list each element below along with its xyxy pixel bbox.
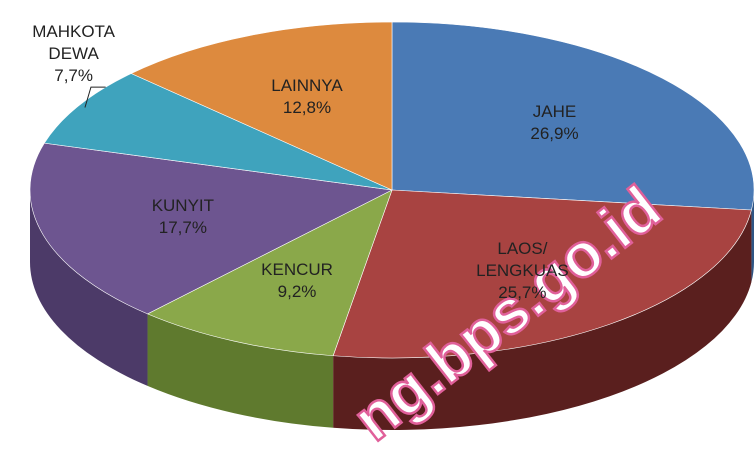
slice-label: KENCUR 9,2%	[245, 259, 349, 303]
slice-side	[147, 313, 334, 428]
value-label: 25,7%	[498, 282, 547, 302]
category-label: LAINNYA	[271, 76, 343, 96]
slice	[29, 142, 393, 315]
category-label: JAHE	[532, 102, 577, 122]
slice-label: KUNYIT 17,7%	[131, 195, 235, 239]
slice-side	[333, 210, 752, 431]
value-label: 26,9%	[530, 124, 579, 144]
category-label: KUNYIT	[151, 196, 215, 216]
category-label: KENCUR	[261, 259, 333, 279]
slice-side	[751, 190, 754, 283]
value-label: 9,2%	[277, 281, 317, 301]
value-label: 12,8%	[282, 98, 332, 118]
slice-label: MAHKOTA DEWA 7,7%	[22, 21, 126, 87]
slice	[130, 21, 393, 191]
slice	[43, 73, 393, 191]
slice-label: JAHE 26,9%	[502, 101, 606, 145]
slice	[332, 189, 752, 359]
slice	[146, 189, 393, 357]
leader-line	[84, 86, 106, 108]
slice-label: LAOS/ LENGKUAS 25,7%	[470, 238, 574, 304]
value-label: 7,7%	[54, 66, 93, 86]
category-label: MAHKOTA DEWA	[32, 22, 116, 64]
slice	[391, 21, 755, 211]
slice-label: LAINNYA 12,8%	[255, 75, 359, 119]
category-label: LAOS/ LENGKUAS	[476, 238, 569, 280]
value-label: 17,7%	[158, 218, 207, 238]
slice-side	[30, 190, 148, 386]
